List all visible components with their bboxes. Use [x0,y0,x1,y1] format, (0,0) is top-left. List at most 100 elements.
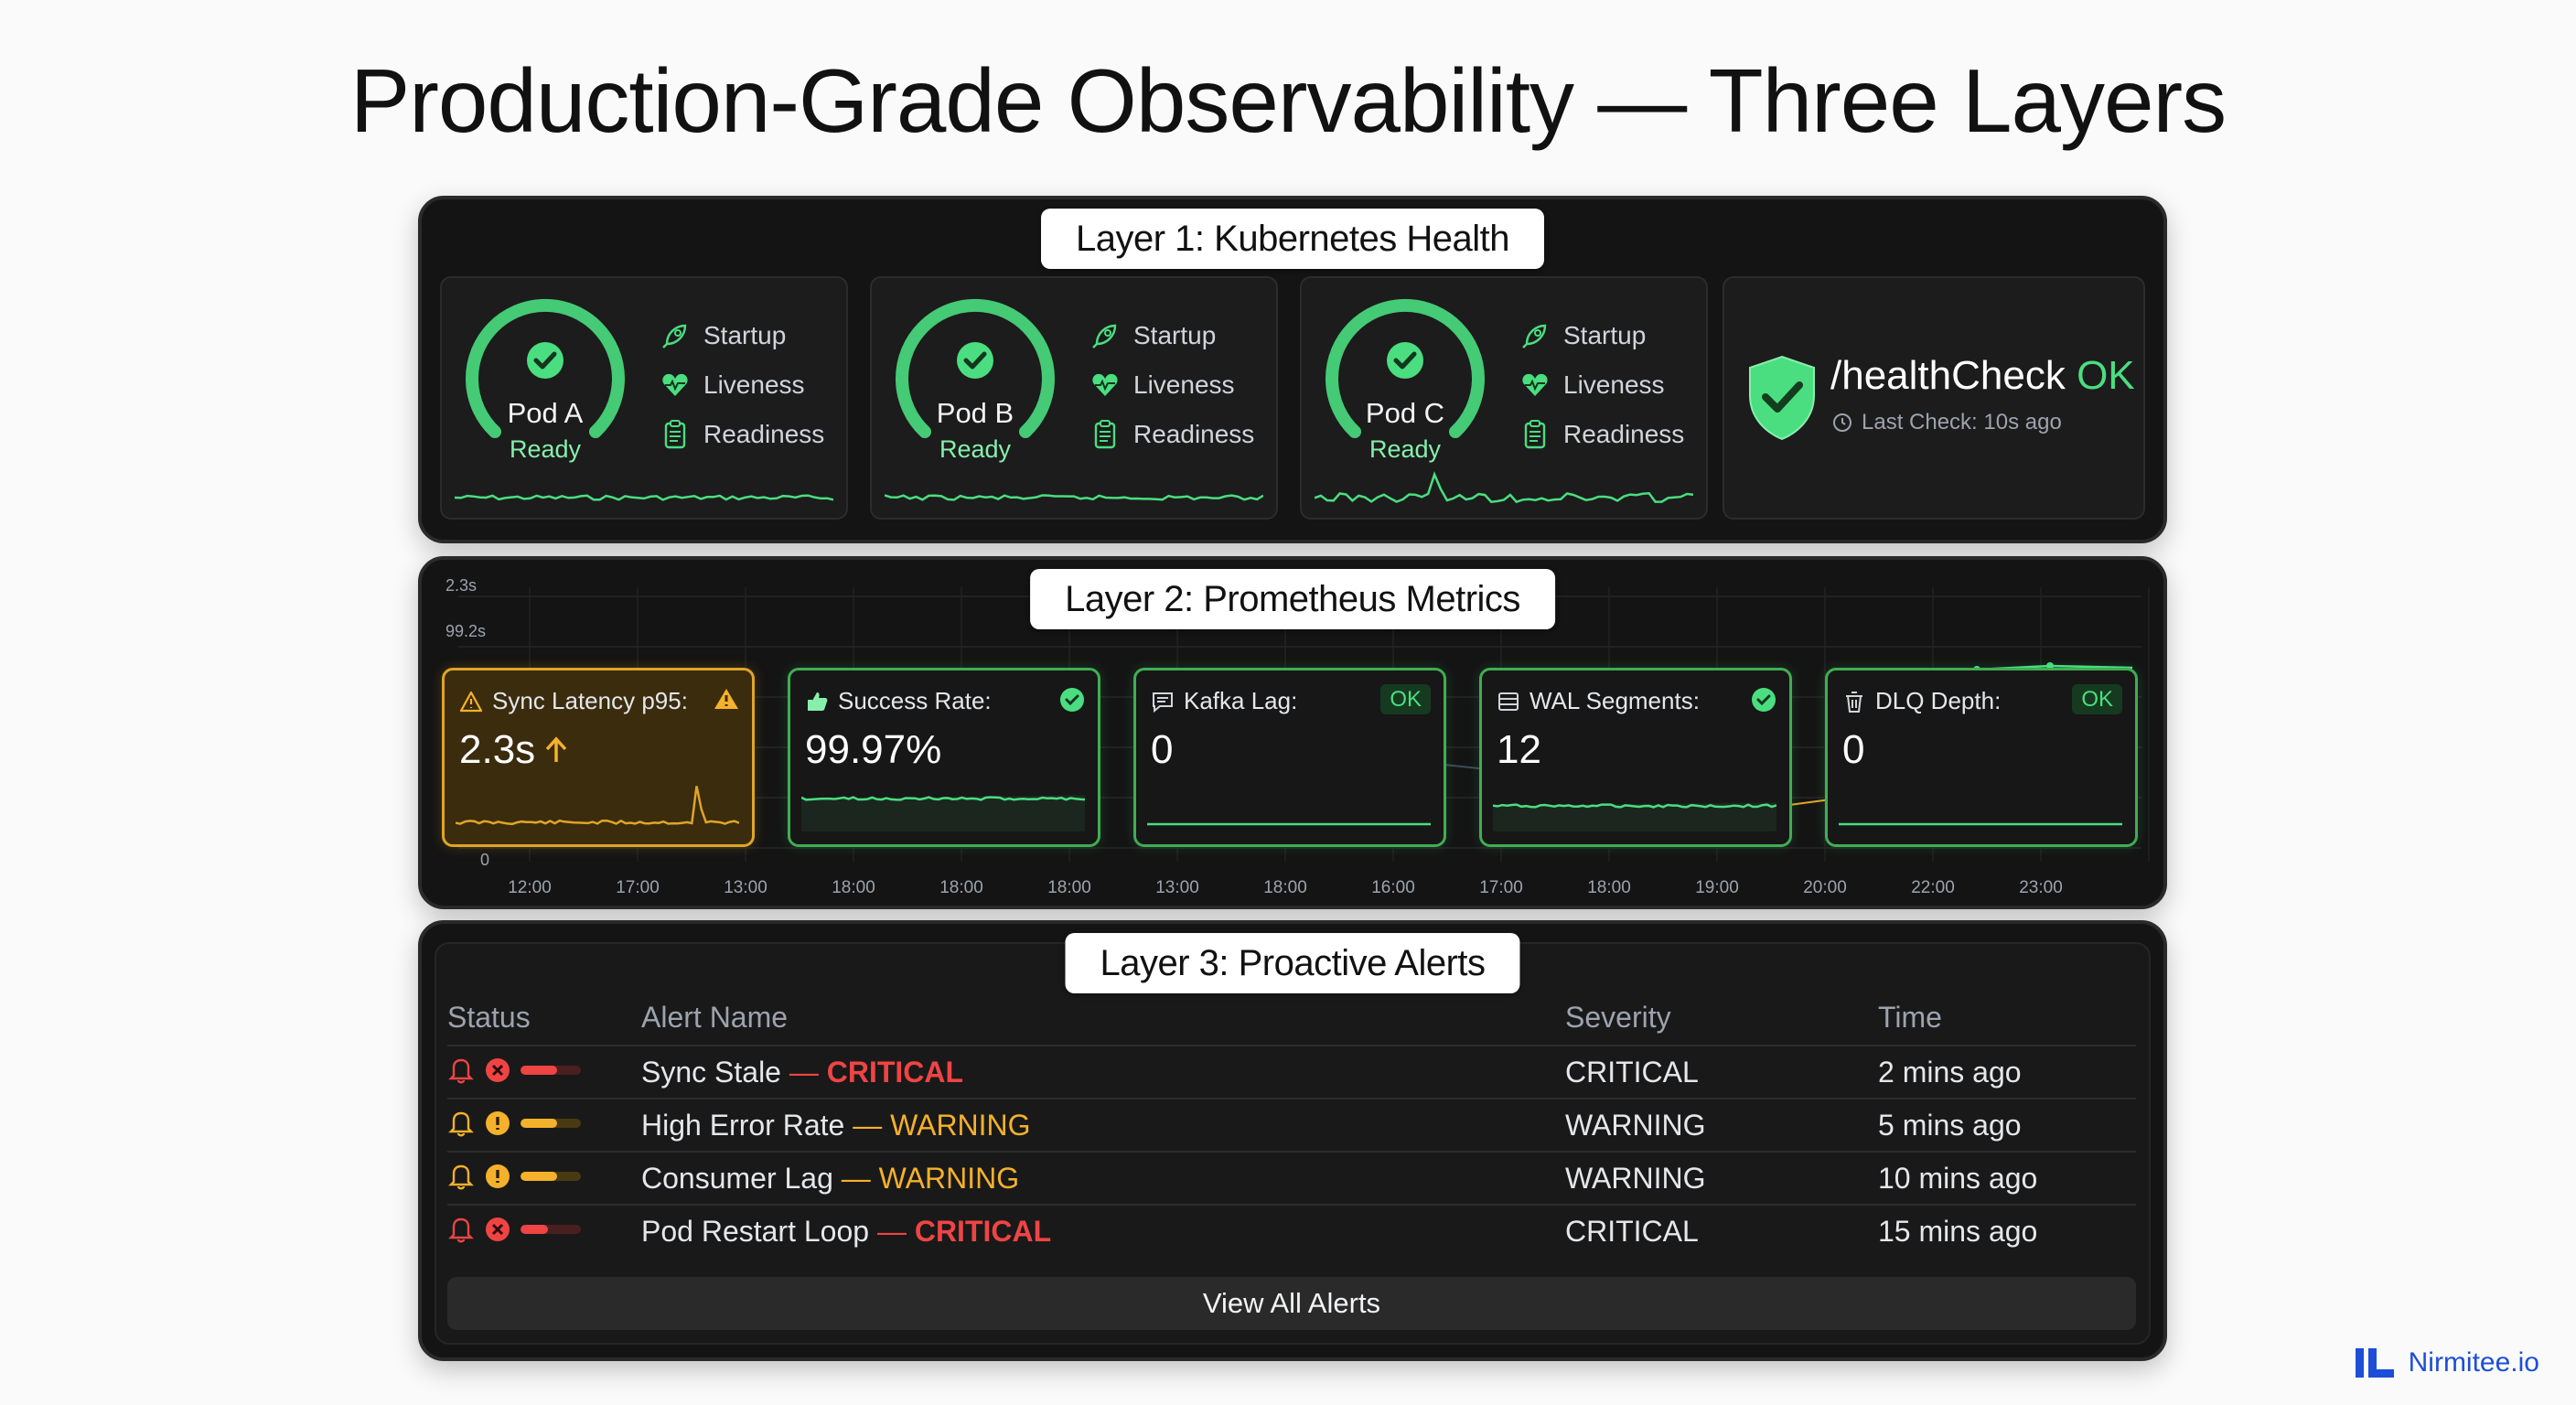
metric-sparkline [1147,822,1431,826]
x-tick-label: 18:00 [832,878,875,897]
column-time[interactable]: Time [1878,1001,1942,1034]
alert-time: 2 mins ago [1878,1056,2022,1089]
alert-time: 15 mins ago [1878,1215,2038,1248]
error-circle-icon [486,1217,510,1241]
rocket-icon [1522,324,1547,349]
x-tick-label: 18:00 [1587,878,1631,897]
y-tick-label: 99.2s [445,622,486,640]
metric-card[interactable]: Kafka Lag: OK 0 [1133,668,1446,847]
heart-pulse-icon [1522,373,1548,396]
metric-card[interactable]: DLQ Depth: OK 0 [1825,668,2138,847]
pod-status: Ready [939,435,1012,463]
healthcheck-status: /healthCheck OK [1830,353,2135,398]
column-severity[interactable]: Severity [1565,1001,1671,1034]
metric-value: 2.3s [459,727,570,773]
alert-name: High Error Rate — WARNING [641,1109,1031,1142]
alert-time: 10 mins ago [1878,1162,2038,1195]
metric-value: 99.97% [805,727,942,772]
x-tick-label: 22:00 [1911,878,1955,897]
probe-startup: Startup [1519,311,1684,360]
pod-card[interactable]: Pod B Ready Startup Liveness Readiness [870,276,1278,520]
arrow-up-icon [545,736,567,762]
alert-severity: WARNING [1565,1109,1706,1142]
column-alert-name[interactable]: Alert Name [641,1001,789,1034]
x-tick-label: 17:00 [1479,878,1523,897]
pod-sparkline [455,494,833,501]
probe-liveness: Liveness [1089,360,1254,410]
probe-liveness: Liveness [1519,360,1684,410]
bell-icon [448,1164,474,1190]
heart-pulse-icon [1092,373,1118,396]
pod-name: Pod A [507,397,584,429]
severity-bar [521,1119,581,1128]
x-tick-label: 18:00 [939,878,983,897]
alert-severity: WARNING [1565,1162,1706,1195]
alert-name: Pod Restart Loop — CRITICAL [641,1215,1052,1248]
pod-card[interactable]: Pod A Ready Startup Liveness Readiness [440,276,848,520]
x-tick-label: 13:00 [724,878,767,897]
x-tick-label: 23:00 [2019,878,2063,897]
x-tick-label: 12:00 [508,878,552,897]
metric-sparkline [1493,802,1776,831]
metric-label: WAL Segments: [1530,687,1700,714]
nirmitee-logo-icon [2355,1348,2394,1378]
brand-name: Nirmitee.io [2408,1347,2539,1378]
x-tick-label: 20:00 [1803,878,1847,897]
metric-card[interactable]: WAL Segments: 12 [1479,668,1792,847]
rocket-icon [662,324,687,349]
metric-value: 12 [1497,727,1541,772]
bell-icon [448,1111,474,1137]
metric-card[interactable]: Success Rate: 99.97% [788,668,1100,847]
pod-status: Ready [509,435,582,463]
healthcheck-card[interactable]: /healthCheck OK Last Check: 10s ago [1723,276,2145,520]
probe-readiness: Readiness [1089,410,1254,459]
pod-card[interactable]: Pod C Ready Startup Liveness Readiness [1300,276,1708,520]
list-icon [1498,692,1519,711]
bell-icon [448,1058,474,1084]
ok-badge: OK [1380,684,1431,714]
alert-row[interactable]: Pod Restart Loop — CRITICAL CRITICAL 15 mi… [447,1204,2136,1259]
pod-gauge [466,298,625,438]
check-circle-icon [1752,688,1776,712]
prometheus-metrics-panel: 2.3s 99.2s 0 12:00 17:00 13:00 18:00 18:00 18:00… [418,556,2167,909]
view-all-alerts-button[interactable]: View All Alerts [447,1277,2136,1330]
page-title: Production-Grade Observability — Three L… [349,50,2227,151]
clipboard-icon [1094,420,1116,449]
x-tick-label: 16:00 [1371,878,1415,897]
chat-icon [1153,692,1173,713]
ok-badge: OK [2072,684,2122,714]
pod-name: Pod C [1365,397,1445,429]
warning-icon [459,691,483,712]
alert-name: Sync Stale — CRITICAL [641,1056,964,1089]
layer1-title: Layer 1: Kubernetes Health [1041,209,1544,269]
bell-icon [448,1217,474,1243]
alert-severity: CRITICAL [1565,1215,1699,1248]
column-status[interactable]: Status [447,1001,531,1034]
x-tick-label: 18:00 [1047,878,1091,897]
proactive-alerts-panel: Layer 3: Proactive Alerts Status Alert N… [418,920,2167,1361]
x-tick-label: 17:00 [616,878,660,897]
metric-label: Sync Latency p95: [492,687,688,714]
warning-circle-icon [486,1164,510,1188]
metric-value: 0 [1151,727,1174,772]
x-tick-label: 19:00 [1695,878,1739,897]
y-tick-label: 2.3s [445,576,477,595]
metric-card[interactable]: Sync Latency p95: 2.3s [442,668,755,847]
layer2-title: Layer 2: Prometheus Metrics [1030,569,1555,629]
brand-logo[interactable]: Nirmitee.io [2354,1346,2539,1379]
trash-icon [1846,691,1862,713]
severity-bar [521,1172,581,1181]
warning-badge-icon [714,689,738,709]
heart-pulse-icon [662,373,688,396]
last-check-time: Last Check: 10s ago [1832,410,2062,435]
probe-startup: Startup [660,311,824,360]
rocket-icon [1092,324,1117,349]
x-tick-label: 18:00 [1263,878,1307,897]
probe-liveness: Liveness [660,360,824,410]
alert-row[interactable]: High Error Rate — WARNING WARNING 5 mins a… [447,1098,2136,1153]
alert-row[interactable]: Consumer Lag — WARNING WARNING 10 mins ago [447,1151,2136,1206]
probe-startup: Startup [1089,311,1254,360]
alert-row[interactable]: Sync Stale — CRITICAL CRITICAL 2 mins ago [447,1045,2136,1099]
clipboard-icon [1524,420,1546,449]
thumbs-up-icon [808,692,828,711]
